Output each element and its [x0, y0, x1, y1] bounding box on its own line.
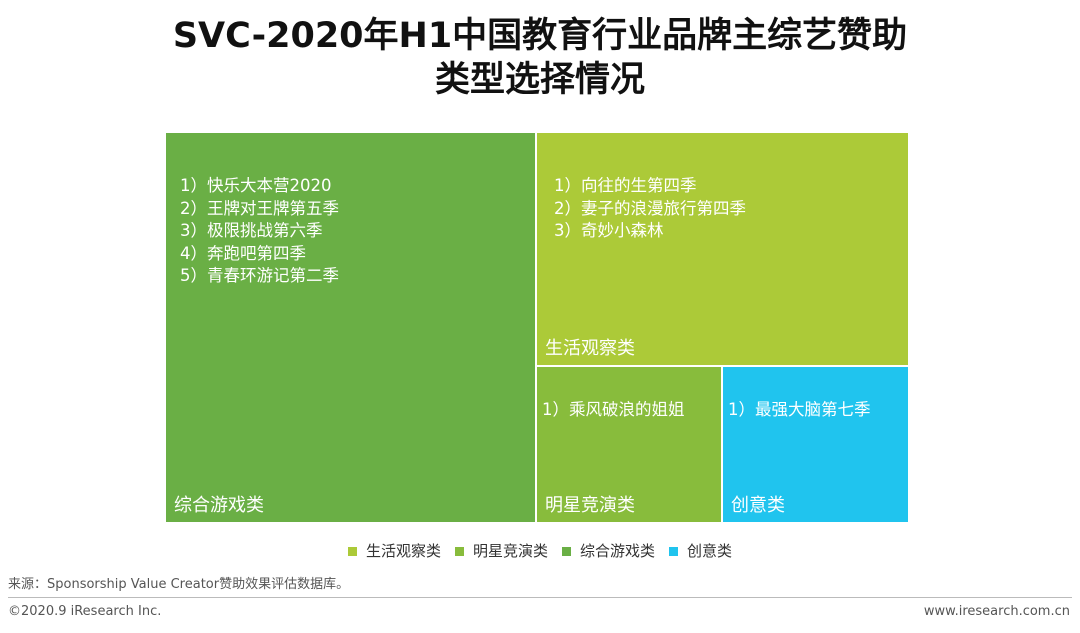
legend-item-life-observation: 生活观察类 — [347, 540, 441, 562]
tile-items-creative: 1）最强大脑第七季 — [728, 399, 871, 422]
tile-label-life-observation: 生活观察类 — [545, 338, 635, 359]
legend-label-life-observation: 生活观察类 — [365, 542, 441, 560]
legend-item-creative: 创意类 — [669, 540, 732, 562]
tile-item: 3）极限挑战第六季 — [180, 221, 323, 240]
legend-swatch-life-observation — [347, 546, 357, 556]
legend-item-star-competition: 明星竞演类 — [454, 540, 548, 562]
legend-item-variety-game: 综合游戏类 — [562, 540, 655, 562]
tile-label-creative: 创意类 — [731, 495, 785, 516]
legend-label-star-competition: 明星竞演类 — [472, 542, 548, 560]
tile-item: 1）向往的生第四季 — [554, 176, 697, 195]
chart-title-line-2: 类型选择情况 — [434, 60, 645, 100]
tile-item: 1）乘风破浪的姐姐 — [542, 400, 685, 419]
legend-swatch-creative — [669, 546, 679, 556]
treemap-tile-star-competition: 1）乘风破浪的姐姐 明星竞演类 — [537, 367, 721, 522]
copyright: ©2020.9 iResearch Inc. — [8, 604, 162, 619]
chart-title-line-1: SVC-2020年H1中国教育行业品牌主综艺赞助 — [172, 16, 908, 56]
legend-label-creative: 创意类 — [687, 542, 733, 560]
tile-items-variety-game: 1）快乐大本营2020 2）王牌对王牌第五季 3）极限挑战第六季 4）奔跑吧第四季 5）… — [180, 175, 339, 288]
treemap-tile-variety-game: 1）快乐大本营2020 2）王牌对王牌第五季 3）极限挑战第六季 4）奔跑吧第四季 5）… — [166, 133, 535, 522]
tile-items-star-competition: 1）乘风破浪的姐姐 — [542, 399, 685, 422]
tile-item: 2）妻子的浪漫旅行第四季 — [554, 198, 746, 218]
tile-item: 4）奔跑吧第四季 — [180, 243, 306, 263]
tile-item: 1）最强大脑第七季 — [728, 400, 871, 419]
tile-items-life-observation: 1）向往的生第四季 2）妻子的浪漫旅行第四季 3）奇妙小森林 — [554, 175, 746, 243]
website-url: www.iresearch.com.cn — [923, 604, 1070, 619]
tile-label-star-competition: 明星竞演类 — [545, 495, 635, 516]
tile-label-variety-game: 综合游戏类 — [174, 495, 264, 516]
legend-swatch-star-competition — [454, 546, 464, 556]
legend-swatch-variety-game — [562, 546, 571, 556]
legend-label-variety-game: 综合游戏类 — [580, 542, 656, 560]
tile-item: 5）青春环游记第二季 — [180, 266, 339, 285]
tile-item: 2）王牌对王牌第五季 — [180, 198, 339, 218]
treemap-tile-life-observation: 1）向往的生第四季 2）妻子的浪漫旅行第四季 3）奇妙小森林生活观察类 — [537, 133, 908, 365]
legend: 生活观察类 明星竞演类 综合游戏类 创意类 — [0, 540, 1080, 562]
treemap-tile-creative: 1）最强大脑第七季 创意类 — [723, 367, 908, 522]
source-note: 来源：Sponsorship Value Creator赞助效果评估数据库。 — [8, 577, 350, 592]
footer-divider — [8, 597, 1072, 598]
chart-title: SVC-2020年H1中国教育行业品牌主综艺赞助 类型选择情况 — [0, 14, 1080, 102]
tile-item: 1）快乐大本营2020 — [180, 176, 332, 195]
tile-item: 3）奇妙小森林 — [554, 221, 664, 240]
